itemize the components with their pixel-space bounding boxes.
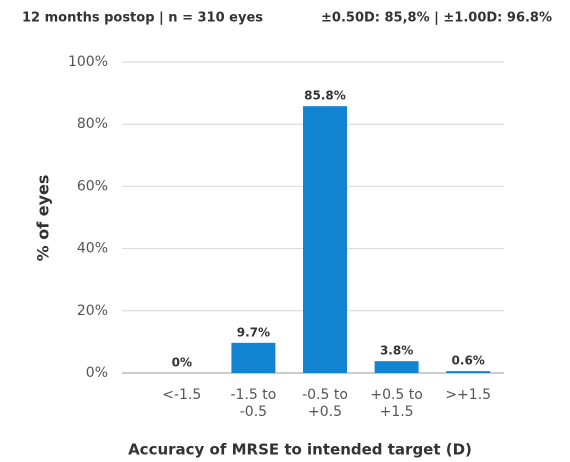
y-tick-label: 20% bbox=[77, 303, 108, 319]
x-tick-label: -0.5 bbox=[240, 404, 267, 420]
bar bbox=[303, 106, 347, 374]
x-tick-label: +0.5 bbox=[308, 404, 342, 420]
x-tick-label: +0.5 to bbox=[370, 387, 423, 403]
value-label: 3.8% bbox=[380, 344, 413, 358]
chart-title: 12 months postop | n = 310 eyes bbox=[22, 11, 263, 26]
x-tick-label: >+1.5 bbox=[445, 387, 491, 403]
bar bbox=[374, 361, 419, 373]
y-tick-label: 80% bbox=[77, 116, 108, 132]
value-label: 0% bbox=[172, 356, 192, 370]
y-tick-label: 100% bbox=[68, 54, 108, 70]
bar bbox=[446, 371, 491, 373]
y-axis-label: % of eyes bbox=[34, 175, 53, 262]
chart-subtitle: ±0.50D: 85,8% | ±1.00D: 96.8% bbox=[321, 11, 552, 26]
value-label: 9.7% bbox=[237, 325, 270, 339]
y-tick-label: 40% bbox=[77, 241, 108, 257]
x-axis-label: Accuracy of MRSE to intended target (D) bbox=[128, 441, 472, 459]
y-tick-label: 0% bbox=[86, 365, 108, 381]
x-tick-label: <-1.5 bbox=[162, 387, 201, 403]
y-tick-label: 60% bbox=[77, 178, 108, 194]
value-label: 0.6% bbox=[452, 354, 485, 368]
x-tick-label: -1.5 to bbox=[230, 387, 276, 403]
bar bbox=[231, 342, 276, 373]
x-tick-label: -0.5 to bbox=[302, 387, 348, 403]
value-label: 85.8% bbox=[304, 89, 346, 103]
x-tick-label: +1.5 bbox=[380, 404, 414, 420]
